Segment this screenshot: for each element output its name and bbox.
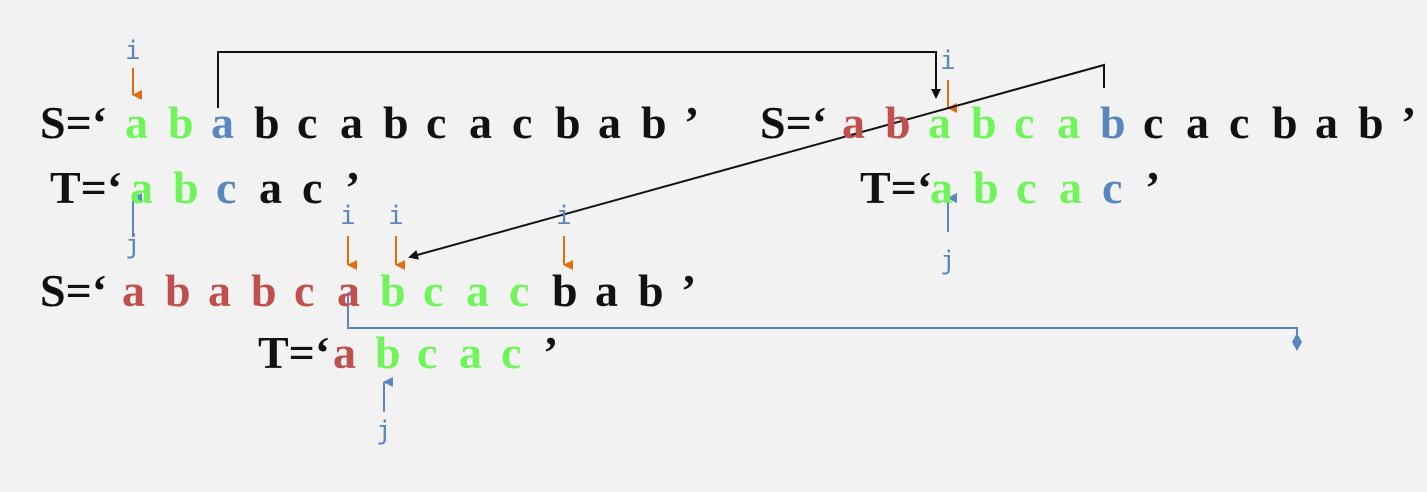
row3-s-char-0: S=‘ [40, 265, 108, 316]
row2-s-char-7: b [1100, 97, 1126, 148]
row3-s-char-1: a [122, 265, 145, 316]
i-label-2: i [340, 201, 356, 231]
connector-blue-return [347, 288, 1298, 338]
row2-t-char-5: c [1102, 162, 1123, 213]
row3-t-char-6: ’ [543, 327, 559, 378]
i-label-0: i [125, 36, 141, 66]
connector-row1-to-row2 [217, 51, 941, 108]
row1-s-char-4: b [254, 97, 280, 148]
row2-s-char-1: a [842, 97, 865, 148]
row3-t-char-4: a [459, 327, 482, 378]
row3-s-char-8: c [423, 265, 444, 316]
row3-s-char-10: c [509, 265, 530, 316]
row1-t-char-2: b [173, 162, 199, 213]
row2-s-char-9: a [1186, 97, 1209, 148]
row2-s-char-5: c [1014, 97, 1035, 148]
row2-s-char-3: a [928, 97, 951, 148]
j-label-0: j [125, 230, 141, 260]
row2-s-char-6: a [1057, 97, 1080, 148]
row3-s-char-11: b [552, 265, 578, 316]
row2-s-char-4: b [971, 97, 997, 148]
row1-s-char-5: c [297, 97, 318, 148]
row1-s-char-13: b [641, 97, 667, 148]
i-label-4: i [556, 201, 572, 231]
row1-s-char-12: a [598, 97, 621, 148]
diamond-marker [1292, 333, 1302, 351]
row2-s-char-14: ’ [1401, 97, 1417, 148]
row2-s-char-12: a [1315, 97, 1338, 148]
row1-s-char-10: c [512, 97, 533, 148]
row3-s-char-2: b [165, 265, 191, 316]
row1-t-char-3: c [216, 162, 237, 213]
row3-t-char-3: c [417, 327, 438, 378]
row2-s-char-2: b [885, 97, 911, 148]
row3-t-char-1: a [333, 327, 356, 378]
row1-s-char-0: S=‘ [40, 97, 108, 148]
row3-s-char-9: a [466, 265, 489, 316]
row3-t-char-0: T=‘ [258, 327, 331, 378]
row1-s-char-3: a [211, 97, 234, 148]
row3-s-char-7: b [380, 265, 406, 316]
row1-s-char-1: a [125, 97, 148, 148]
row3-s-char-12: a [595, 265, 618, 316]
row1-t-char-4: a [259, 162, 282, 213]
row3-s-char-4: b [251, 265, 277, 316]
row2-s-char-8: c [1143, 97, 1164, 148]
connector-row2-to-row3 [408, 63, 1105, 260]
row2-t-char-1: a [930, 162, 953, 213]
j-label-2: j [376, 416, 392, 446]
row1-s-char-6: a [340, 97, 363, 148]
row2-s-char-13: b [1358, 97, 1384, 148]
j-label-1: j [940, 246, 956, 276]
row1-s-char-2: b [168, 97, 194, 148]
row1-t-char-6: ’ [345, 162, 361, 213]
row2-t-char-3: c [1016, 162, 1037, 213]
row3-t-char-2: b [375, 327, 401, 378]
row2-t-char-6: ’ [1145, 162, 1161, 213]
row1-t-char-0: T=‘ [50, 162, 123, 213]
row1-s-char-11: b [555, 97, 581, 148]
row1-s-char-9: a [469, 97, 492, 148]
row3-s-char-13: b [638, 265, 664, 316]
row1-t-char-1: a [130, 162, 153, 213]
row3-s-char-14: ’ [681, 265, 697, 316]
row3-t-char-5: c [501, 327, 522, 378]
i-label-1: i [940, 46, 956, 76]
row1-s-char-7: b [383, 97, 409, 148]
i-label-3: i [388, 201, 404, 231]
row2-t-char-2: b [973, 162, 999, 213]
row3-s-char-6: a [337, 265, 360, 316]
row1-s-char-14: ’ [684, 97, 700, 148]
row2-s-char-10: c [1229, 97, 1250, 148]
row2-s-char-0: S=‘ [760, 97, 828, 148]
row1-s-char-8: c [426, 97, 447, 148]
row2-s-char-11: b [1272, 97, 1298, 148]
row3-s-char-3: a [208, 265, 231, 316]
row1-t-char-5: c [302, 162, 323, 213]
row2-t-char-4: a [1059, 162, 1082, 213]
row3-s-char-5: c [294, 265, 315, 316]
row2-t-char-0: T=‘ [860, 162, 933, 213]
